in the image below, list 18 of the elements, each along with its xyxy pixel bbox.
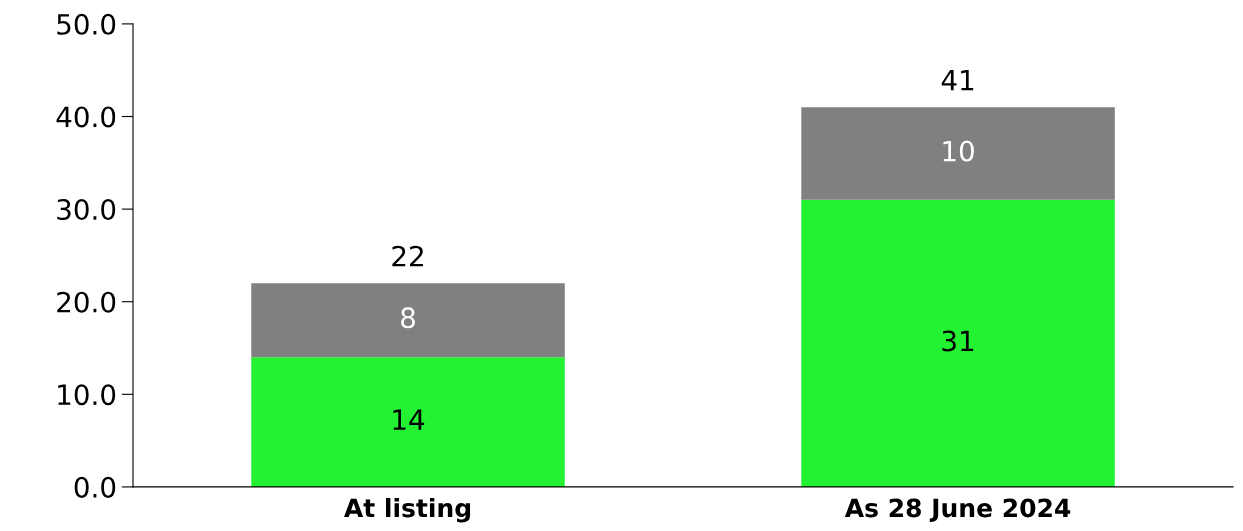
- x-tick-label: At listing: [344, 498, 471, 523]
- data-label: 10: [943, 140, 974, 162]
- data-label: 31: [942, 330, 974, 352]
- y-tick-label: 40.0: [56, 106, 116, 128]
- data-label: 8: [401, 307, 415, 329]
- y-tick-label: 20.0: [57, 291, 116, 313]
- data-label: 14: [393, 409, 425, 430]
- total-label: 41: [941, 70, 974, 91]
- y-tick-label: 30.0: [57, 199, 116, 221]
- bar: [801, 199, 1115, 487]
- x-tick-label: As 28 June 2024: [844, 498, 1071, 523]
- bar: [801, 107, 1115, 200]
- bar: [251, 357, 565, 487]
- y-tick-label: 10.0: [58, 384, 116, 406]
- total-label: 22: [392, 245, 423, 267]
- y-tick-label: 50.0: [57, 13, 116, 35]
- bar: [251, 283, 565, 358]
- y-tick-label: 0.0: [74, 476, 116, 498]
